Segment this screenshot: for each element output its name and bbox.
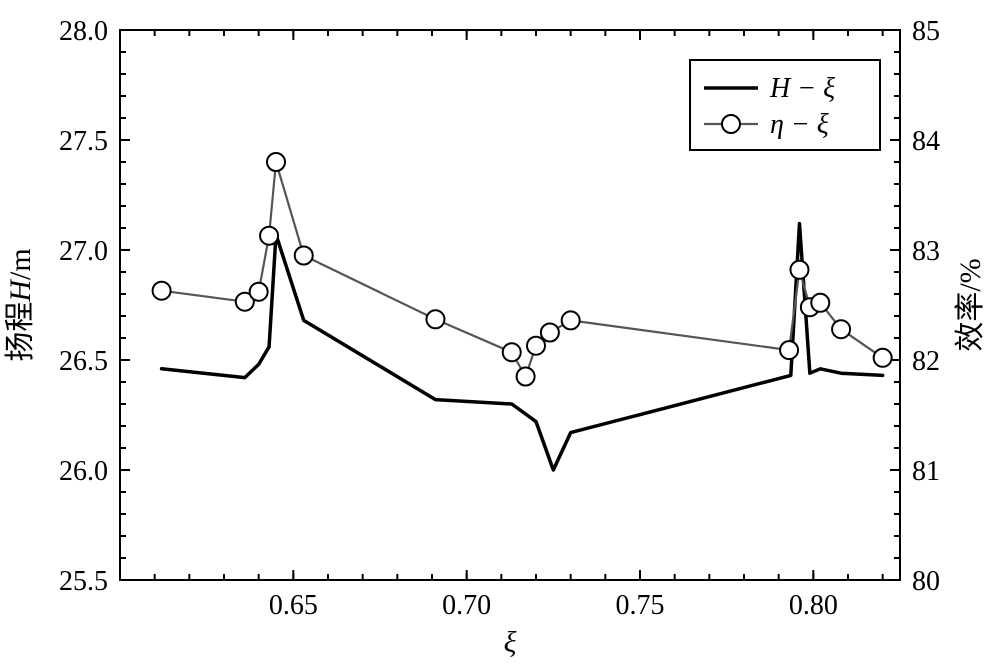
yr-tick-label: 84 bbox=[912, 126, 940, 157]
series-eta-marker bbox=[541, 324, 559, 342]
yl-tick-label: 26.0 bbox=[59, 456, 108, 487]
series-eta-marker bbox=[250, 283, 268, 301]
yr-tick-label: 81 bbox=[912, 456, 940, 487]
series-eta-marker bbox=[811, 294, 829, 312]
series-eta-marker bbox=[295, 247, 313, 265]
yr-axis-title: 效率/% bbox=[954, 258, 987, 351]
x-tick-label: 0.80 bbox=[789, 590, 838, 621]
legend-label-h: H − ξ bbox=[769, 73, 835, 104]
series-eta-marker bbox=[153, 282, 171, 300]
series-eta-marker bbox=[562, 311, 580, 329]
legend: H − ξ η − ξ bbox=[690, 60, 880, 150]
legend-sample-eta-marker bbox=[722, 115, 740, 133]
yr-tick-label: 80 bbox=[912, 566, 940, 597]
chart-svg: 0.65 0.70 0.75 0.80 ξ 25.5 26.0 26.5 27.0 27.5 28.… bbox=[0, 0, 1000, 672]
series-eta-marker bbox=[527, 337, 545, 355]
series-eta-marker bbox=[267, 153, 285, 171]
series-eta-marker bbox=[426, 310, 444, 328]
yr-tick-label: 85 bbox=[912, 16, 940, 47]
yl-tick-label: 27.5 bbox=[59, 126, 108, 157]
series-eta-marker bbox=[874, 349, 892, 367]
series-eta-marker bbox=[790, 261, 808, 279]
series-eta-marker bbox=[503, 343, 521, 361]
series-eta-marker bbox=[780, 341, 798, 359]
yl-axis-title-group: 扬程H/m bbox=[4, 248, 37, 361]
yl-tick-label: 28.0 bbox=[59, 16, 108, 47]
yr-tick-label: 82 bbox=[912, 346, 940, 377]
chart-container: 0.65 0.70 0.75 0.80 ξ 25.5 26.0 26.5 27.0 27.5 28.… bbox=[0, 0, 1000, 672]
legend-label-eta: η − ξ bbox=[770, 109, 829, 140]
yr-tick-label: 83 bbox=[912, 236, 940, 267]
x-tick-label: 0.70 bbox=[442, 590, 491, 621]
x-axis-title: ξ bbox=[504, 626, 517, 659]
series-h-line bbox=[162, 224, 883, 470]
yr-axis-title-group: 效率/% bbox=[954, 258, 987, 351]
x-tick-label: 0.65 bbox=[269, 590, 318, 621]
series-eta-marker bbox=[517, 368, 535, 386]
yl-tick-label: 26.5 bbox=[59, 346, 108, 377]
series-eta-marker bbox=[260, 227, 278, 245]
series-eta-marker bbox=[832, 320, 850, 338]
yl-tick-label: 27.0 bbox=[59, 236, 108, 267]
x-tick-label: 0.75 bbox=[616, 590, 665, 621]
yl-axis-title: 扬程H/m bbox=[4, 248, 37, 361]
yl-tick-label: 25.5 bbox=[59, 566, 108, 597]
